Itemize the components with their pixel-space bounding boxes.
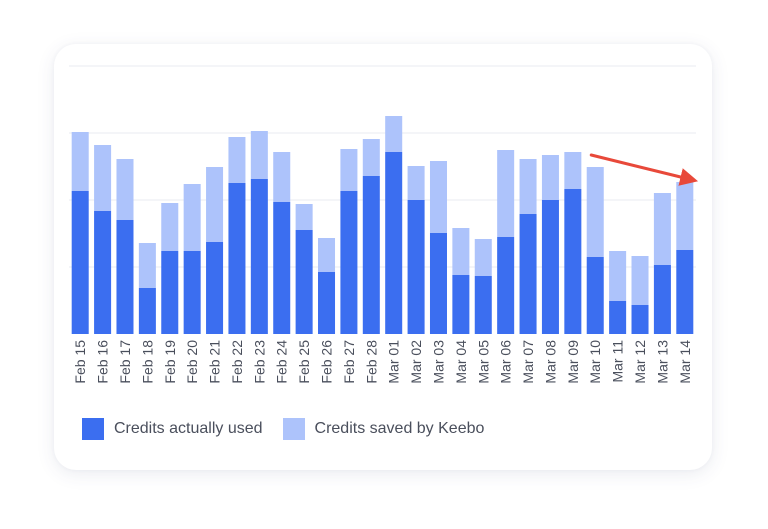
bar-saved bbox=[452, 228, 470, 275]
bar-used bbox=[94, 211, 112, 334]
bar-saved bbox=[519, 159, 537, 214]
bar-used bbox=[452, 275, 470, 334]
x-tick-label: Mar 06 bbox=[498, 340, 514, 384]
bar-saved bbox=[116, 159, 134, 220]
x-tick-label: Feb 28 bbox=[363, 340, 379, 384]
bar-saved bbox=[228, 137, 246, 183]
x-tick-label: Feb 21 bbox=[207, 340, 223, 384]
bar-used bbox=[474, 276, 492, 334]
bar-saved bbox=[564, 152, 582, 189]
bar-used bbox=[138, 288, 156, 334]
bar-used bbox=[183, 251, 201, 334]
bar-used bbox=[541, 200, 559, 334]
legend-item-used: Credits actually used bbox=[82, 418, 263, 440]
bar-used bbox=[71, 191, 89, 334]
x-tick-label: Feb 27 bbox=[341, 340, 357, 384]
bar-used bbox=[385, 152, 403, 334]
bar-used bbox=[519, 214, 537, 334]
x-tick-label: Mar 11 bbox=[610, 340, 626, 383]
bar-saved bbox=[541, 155, 559, 200]
bar-used bbox=[676, 250, 694, 334]
x-tick-label: Mar 03 bbox=[430, 340, 446, 384]
legend-swatch-used bbox=[82, 418, 104, 440]
bar-used bbox=[318, 272, 336, 334]
bar-saved bbox=[295, 204, 313, 230]
x-tick-label: Mar 10 bbox=[587, 340, 603, 384]
bar-used bbox=[295, 230, 313, 334]
bar-saved bbox=[161, 203, 179, 251]
bar-used bbox=[564, 189, 582, 334]
bar-saved bbox=[429, 161, 447, 233]
bar-saved bbox=[138, 243, 156, 288]
bar-saved bbox=[631, 256, 649, 305]
bar-saved bbox=[71, 132, 89, 191]
bar-used bbox=[161, 251, 179, 334]
x-tick-label: Mar 12 bbox=[632, 340, 648, 384]
legend: Credits actually used Credits saved by K… bbox=[82, 418, 484, 440]
bar-saved bbox=[340, 149, 358, 191]
legend-swatch-saved bbox=[282, 418, 305, 440]
bar-saved bbox=[318, 238, 336, 272]
x-tick-label: Feb 18 bbox=[139, 340, 155, 384]
bar-saved bbox=[586, 167, 604, 257]
x-tick-label: Feb 22 bbox=[229, 340, 245, 384]
bar-used bbox=[609, 301, 627, 334]
bar-used bbox=[631, 305, 649, 334]
x-tick-label: Mar 02 bbox=[408, 340, 424, 384]
x-tick-label: Mar 09 bbox=[565, 340, 581, 384]
legend-label-used: Credits actually used bbox=[114, 420, 263, 437]
bar-used bbox=[362, 176, 380, 334]
bar-used bbox=[340, 191, 358, 334]
bar-saved bbox=[362, 139, 380, 176]
x-tick-label: Feb 20 bbox=[184, 340, 200, 384]
x-tick-label: Mar 05 bbox=[475, 340, 491, 384]
legend-label-saved: Credits saved by Keebo bbox=[314, 420, 485, 437]
bar-used bbox=[407, 200, 425, 334]
bar-used bbox=[497, 237, 515, 334]
x-tick-label: Mar 07 bbox=[520, 340, 536, 384]
x-tick-label: Mar 14 bbox=[677, 340, 693, 384]
x-tick-label: Feb 25 bbox=[296, 340, 312, 384]
x-tick-label: Mar 08 bbox=[542, 340, 558, 384]
x-tick-label: Mar 04 bbox=[453, 340, 469, 384]
trend-arrow bbox=[589, 153, 699, 186]
x-tick-label: Feb 24 bbox=[274, 340, 290, 384]
chart-card: Feb 15 Feb 16 Feb 17 Feb 18 Feb 19 Feb 20 Feb … bbox=[54, 44, 712, 470]
bar-used bbox=[206, 242, 224, 334]
x-tick-label: Feb 15 bbox=[72, 340, 88, 384]
bar-saved bbox=[206, 167, 224, 242]
bar-used bbox=[116, 220, 134, 334]
bar-saved bbox=[676, 182, 694, 250]
bar-saved bbox=[385, 116, 403, 152]
x-tick-label: Feb 26 bbox=[319, 340, 335, 384]
bar-used bbox=[273, 202, 291, 334]
bar-saved bbox=[273, 152, 291, 202]
bar-saved bbox=[407, 166, 425, 200]
x-tick-label: Feb 23 bbox=[251, 340, 267, 384]
bar-used bbox=[250, 179, 268, 334]
bar-used bbox=[586, 257, 604, 334]
bar-saved bbox=[653, 193, 671, 265]
x-tick-label: Mar 13 bbox=[654, 340, 670, 384]
bar-saved bbox=[474, 239, 492, 276]
bar-used bbox=[429, 233, 447, 334]
x-tick-label: Mar 01 bbox=[386, 340, 402, 384]
bar-saved bbox=[609, 251, 627, 301]
x-tick-label: Feb 19 bbox=[162, 340, 178, 384]
bar-saved bbox=[183, 184, 201, 251]
bar-saved bbox=[94, 145, 112, 211]
bar-used bbox=[228, 183, 246, 334]
bar-used bbox=[653, 265, 671, 334]
bar-saved bbox=[497, 150, 515, 237]
bar-saved bbox=[250, 131, 268, 179]
legend-item-saved: Credits saved by Keebo bbox=[282, 418, 485, 440]
x-tick-label: Feb 16 bbox=[95, 340, 111, 384]
stacked-bar-chart: Feb 15 Feb 16 Feb 17 Feb 18 Feb 19 Feb 20 Feb … bbox=[69, 65, 699, 384]
x-tick-label: Feb 17 bbox=[117, 340, 133, 384]
